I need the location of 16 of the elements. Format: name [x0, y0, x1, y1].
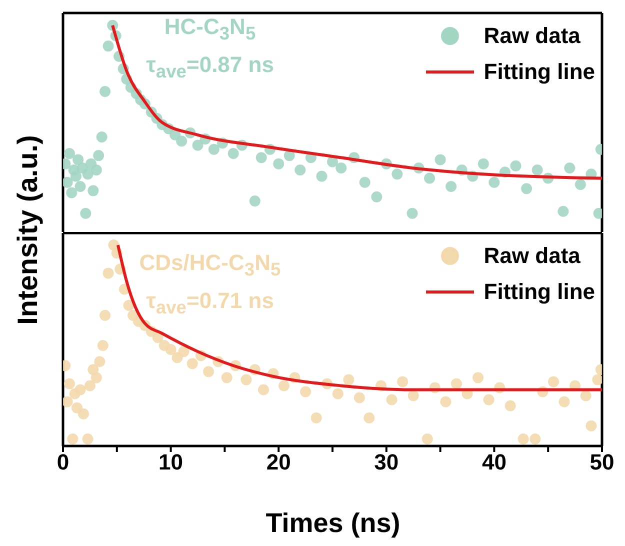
x-tick-label: 30	[374, 450, 399, 475]
x-tick-label: 40	[482, 450, 506, 475]
x-tick-label: 20	[266, 450, 291, 475]
annotation: τ$_{ave}$=0.87 ns	[145, 52, 275, 82]
x-tick-label: 0	[56, 450, 70, 475]
annotation: τ$_{ave}$=0.71 ns	[145, 288, 275, 318]
y-axis-title: Intensity (a.u.)	[12, 135, 44, 325]
x-tick-label: 50	[590, 450, 614, 475]
legend-label: Fitting line	[484, 59, 595, 85]
legend-label: Fitting line	[484, 279, 595, 305]
x-axis-title: Times (ns)	[266, 508, 400, 539]
annotation: HC-C$_{3}$N$_{5}$	[163, 14, 257, 44]
annotation: CDs/HC-C$_{3}$N$_{5}$	[138, 250, 282, 280]
legend-label: Raw data	[484, 23, 580, 49]
x-tick-label: 10	[158, 450, 184, 475]
legend-label: Raw data	[484, 243, 580, 269]
